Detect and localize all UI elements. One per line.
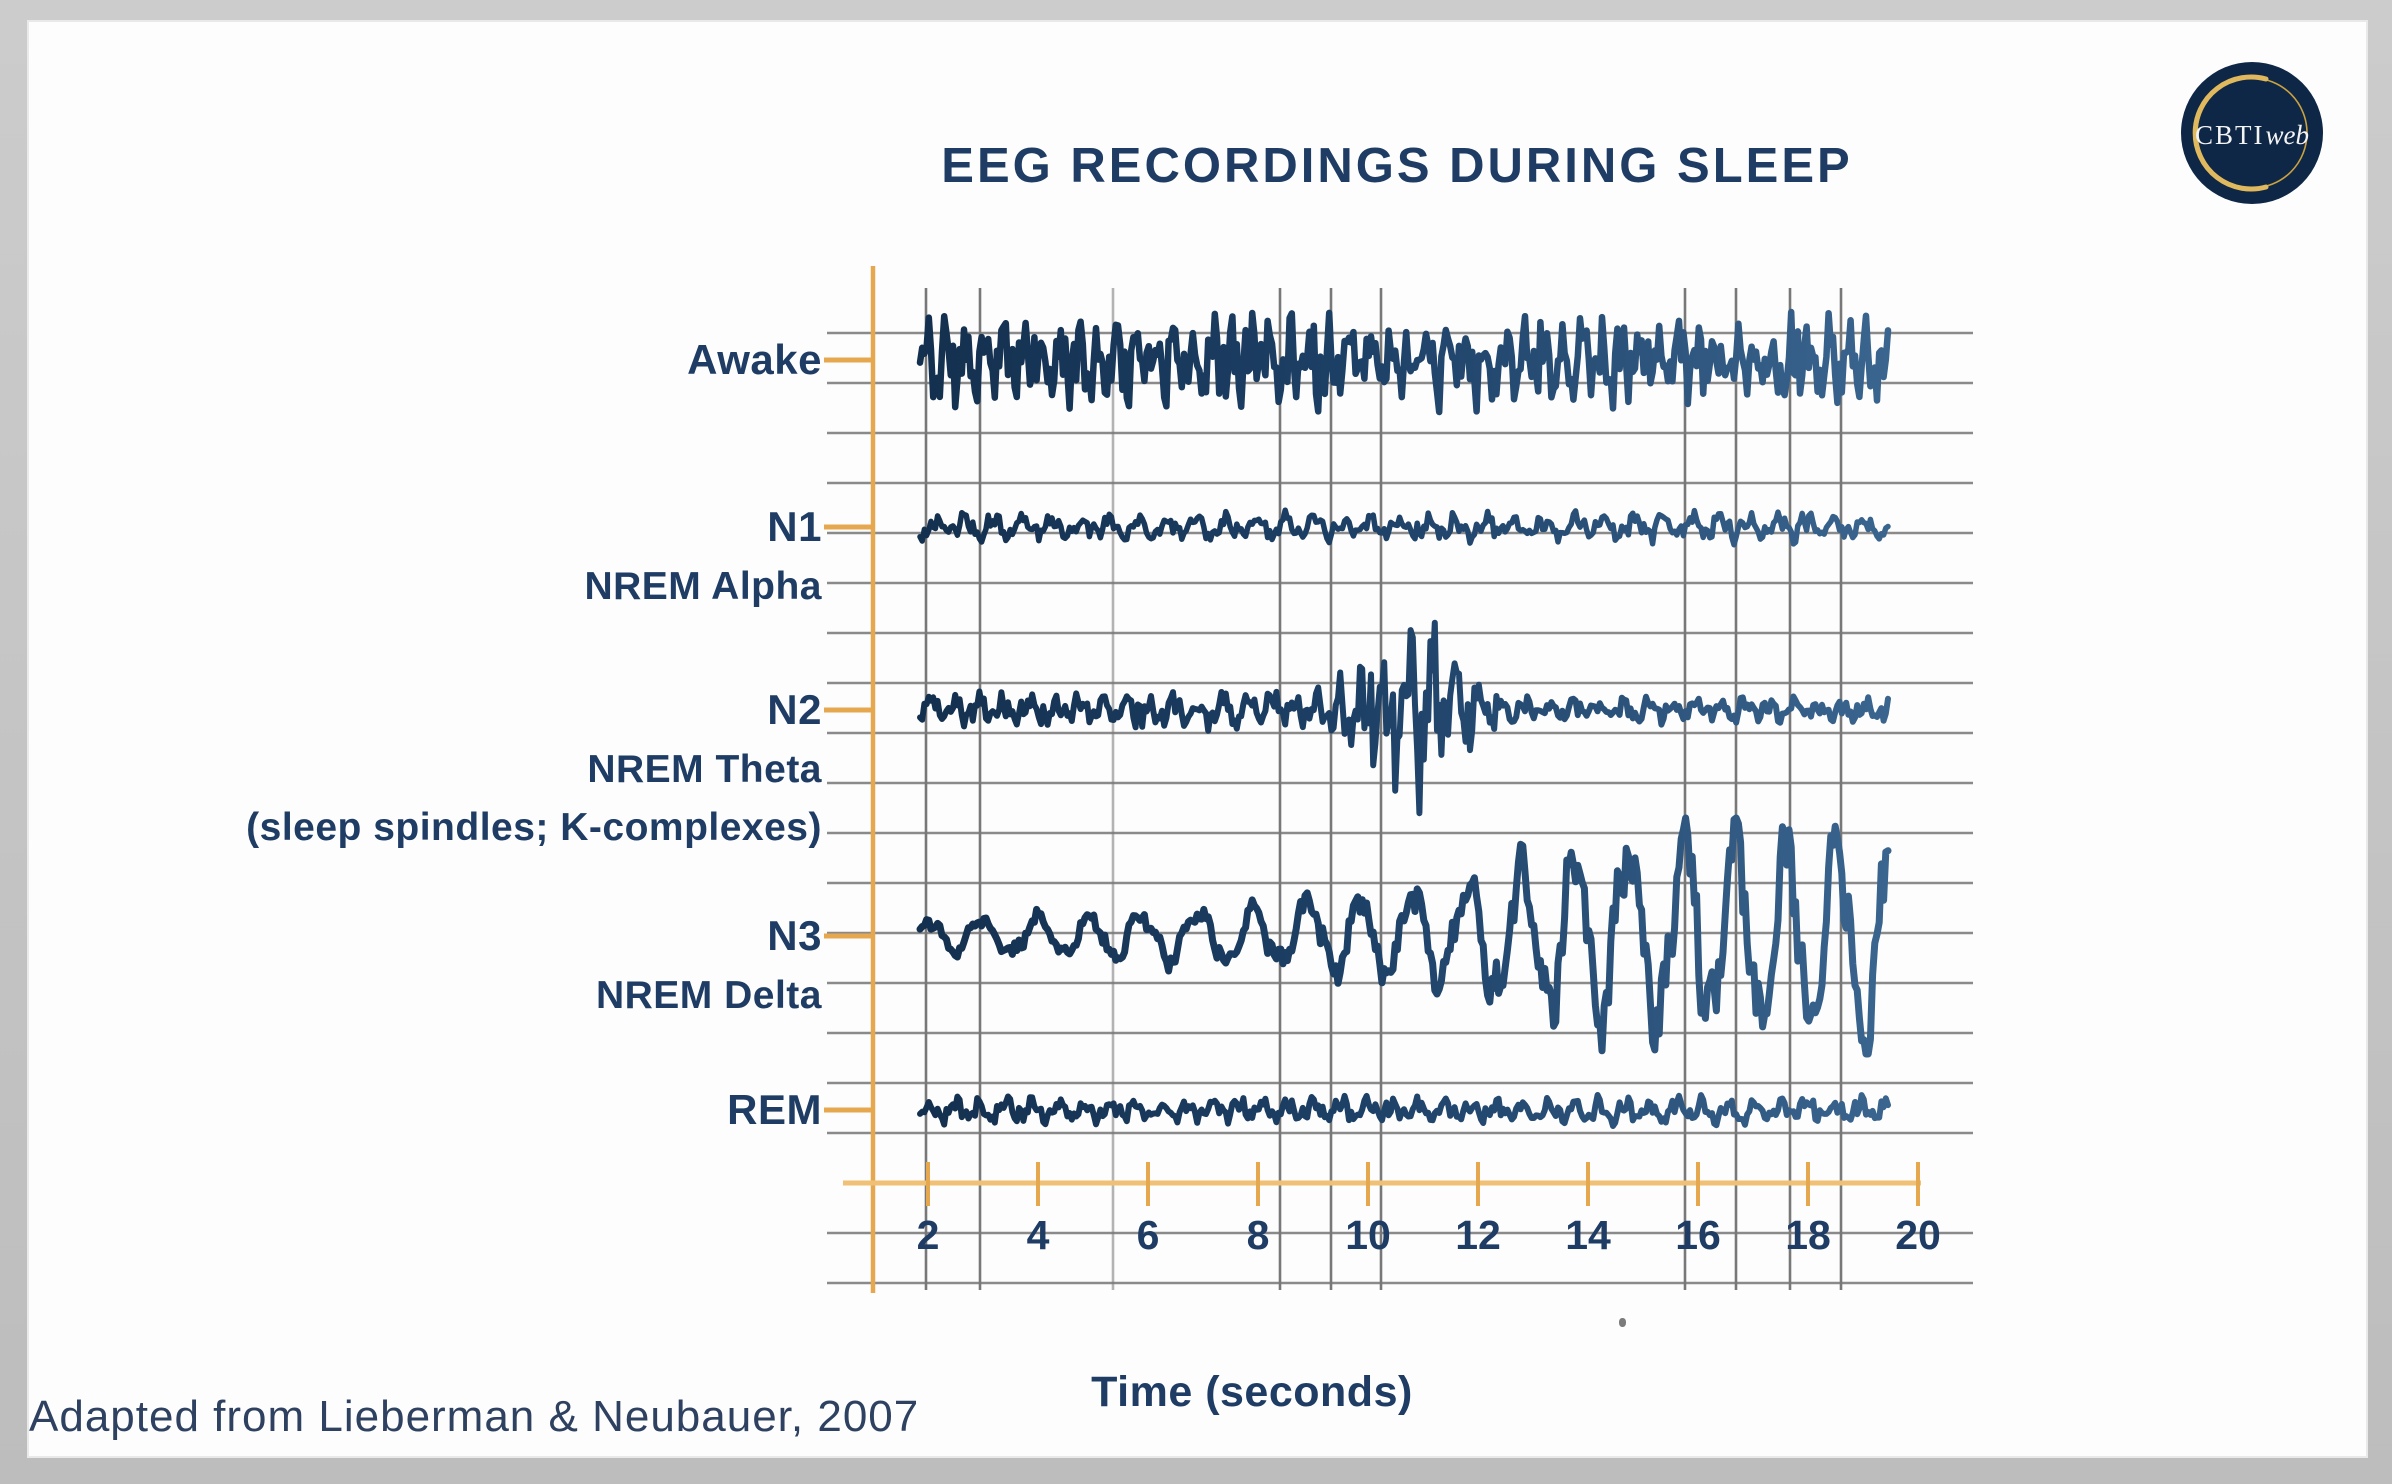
x-axis-title: Time (seconds) bbox=[1091, 1368, 1413, 1416]
chart-title: EEG RECORDINGS DURING SLEEP bbox=[941, 139, 1853, 193]
eeg-trace-n1 bbox=[917, 507, 1891, 548]
stage-sublabel: NREM Alpha bbox=[584, 565, 822, 608]
eeg-trace-n3 bbox=[916, 814, 1892, 1058]
eeg-trace-n2 bbox=[917, 619, 1891, 817]
eeg-chart-plot bbox=[824, 266, 1973, 1293]
x-tick-18: 18 bbox=[1785, 1212, 1831, 1258]
x-tick-2: 2 bbox=[916, 1212, 940, 1258]
stage-label-n1: N1 bbox=[767, 503, 822, 550]
stage-sublabel: NREM Theta bbox=[587, 748, 822, 791]
x-tick-12: 12 bbox=[1455, 1212, 1501, 1258]
cbtiweb-logo: CBTIweb bbox=[2181, 62, 2323, 204]
x-tick-8: 8 bbox=[1246, 1212, 1270, 1258]
x-tick-6: 6 bbox=[1136, 1212, 1160, 1258]
source-caption: Adapted from Lieberman & Neubauer, 2007 bbox=[29, 1392, 920, 1441]
x-tick-20: 20 bbox=[1895, 1212, 1941, 1258]
logo-text: CBTIweb bbox=[2195, 120, 2309, 150]
stage-label-rem: REM bbox=[727, 1086, 822, 1133]
stage-sublabel: NREM Delta bbox=[595, 974, 822, 1017]
x-tick-10: 10 bbox=[1345, 1212, 1391, 1258]
logo-disc bbox=[2181, 62, 2323, 204]
logo-ring-highlight bbox=[2192, 74, 2269, 192]
x-tick-4: 4 bbox=[1026, 1212, 1050, 1258]
figure-page: EEG RECORDINGS DURING SLEEP Awake N1 NREM … bbox=[27, 20, 2368, 1458]
stage-sublabel: (sleep spindles; K-complexes) bbox=[246, 806, 822, 849]
eeg-trace-rem bbox=[917, 1092, 1891, 1129]
stage-label-n2: N2 bbox=[767, 686, 822, 733]
stage-label-n3: N3 bbox=[767, 912, 822, 959]
eeg-trace-awake bbox=[916, 308, 1892, 416]
stray-dot bbox=[1619, 1318, 1626, 1327]
stage-label-awake: Awake bbox=[687, 336, 822, 383]
x-tick-14: 14 bbox=[1565, 1212, 1611, 1258]
x-tick-16: 16 bbox=[1675, 1212, 1721, 1258]
